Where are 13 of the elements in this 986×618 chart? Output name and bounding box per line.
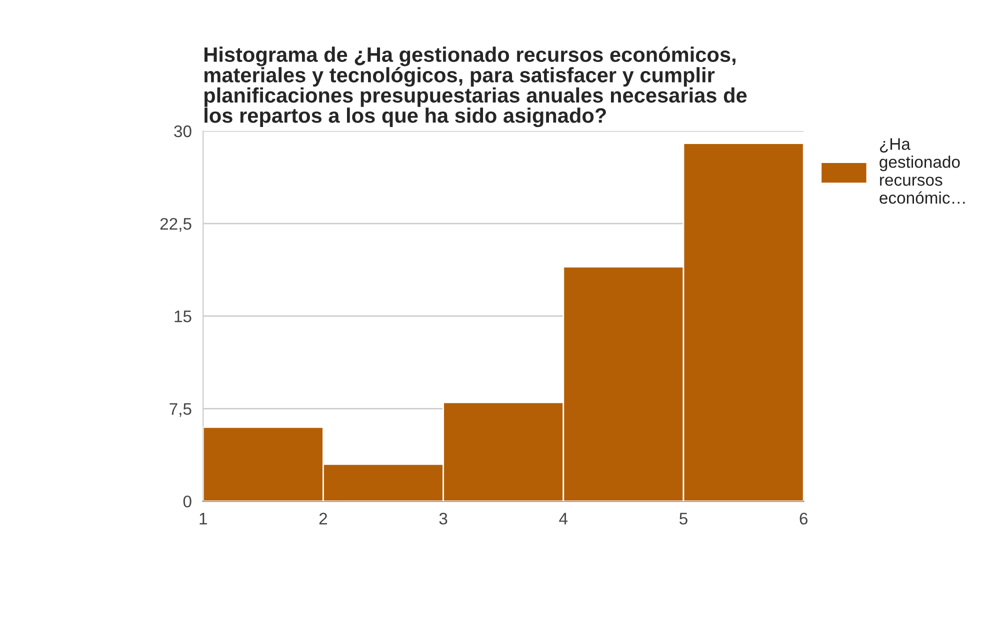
y-tick-label: 7,5 bbox=[170, 403, 192, 417]
legend-label: ¿Ha gestionado recursos económic… bbox=[880, 138, 965, 204]
y-tick-label: 15 bbox=[174, 310, 192, 322]
x-tick-label: 5 bbox=[680, 512, 688, 525]
chart-title: Histograma de ¿Ha gestionado recursos económicos, materiales y tecnológicos, para satisfacer y cumplir planificaciones presupuestarias anuales necesarias de los repartos a los que ha sido asignado? bbox=[204, 46, 747, 128]
x-tick-label: 4 bbox=[559, 512, 568, 524]
y-tick-label: 0 bbox=[183, 496, 192, 508]
y-tick-label: 30 bbox=[174, 125, 192, 138]
x-tick-label: 2 bbox=[319, 512, 328, 524]
x-tick-label: 1 bbox=[200, 512, 207, 524]
x-tick-label: 6 bbox=[800, 512, 808, 525]
y-tick-label: 22,5 bbox=[160, 218, 192, 232]
x-tick-label: 3 bbox=[439, 512, 448, 525]
